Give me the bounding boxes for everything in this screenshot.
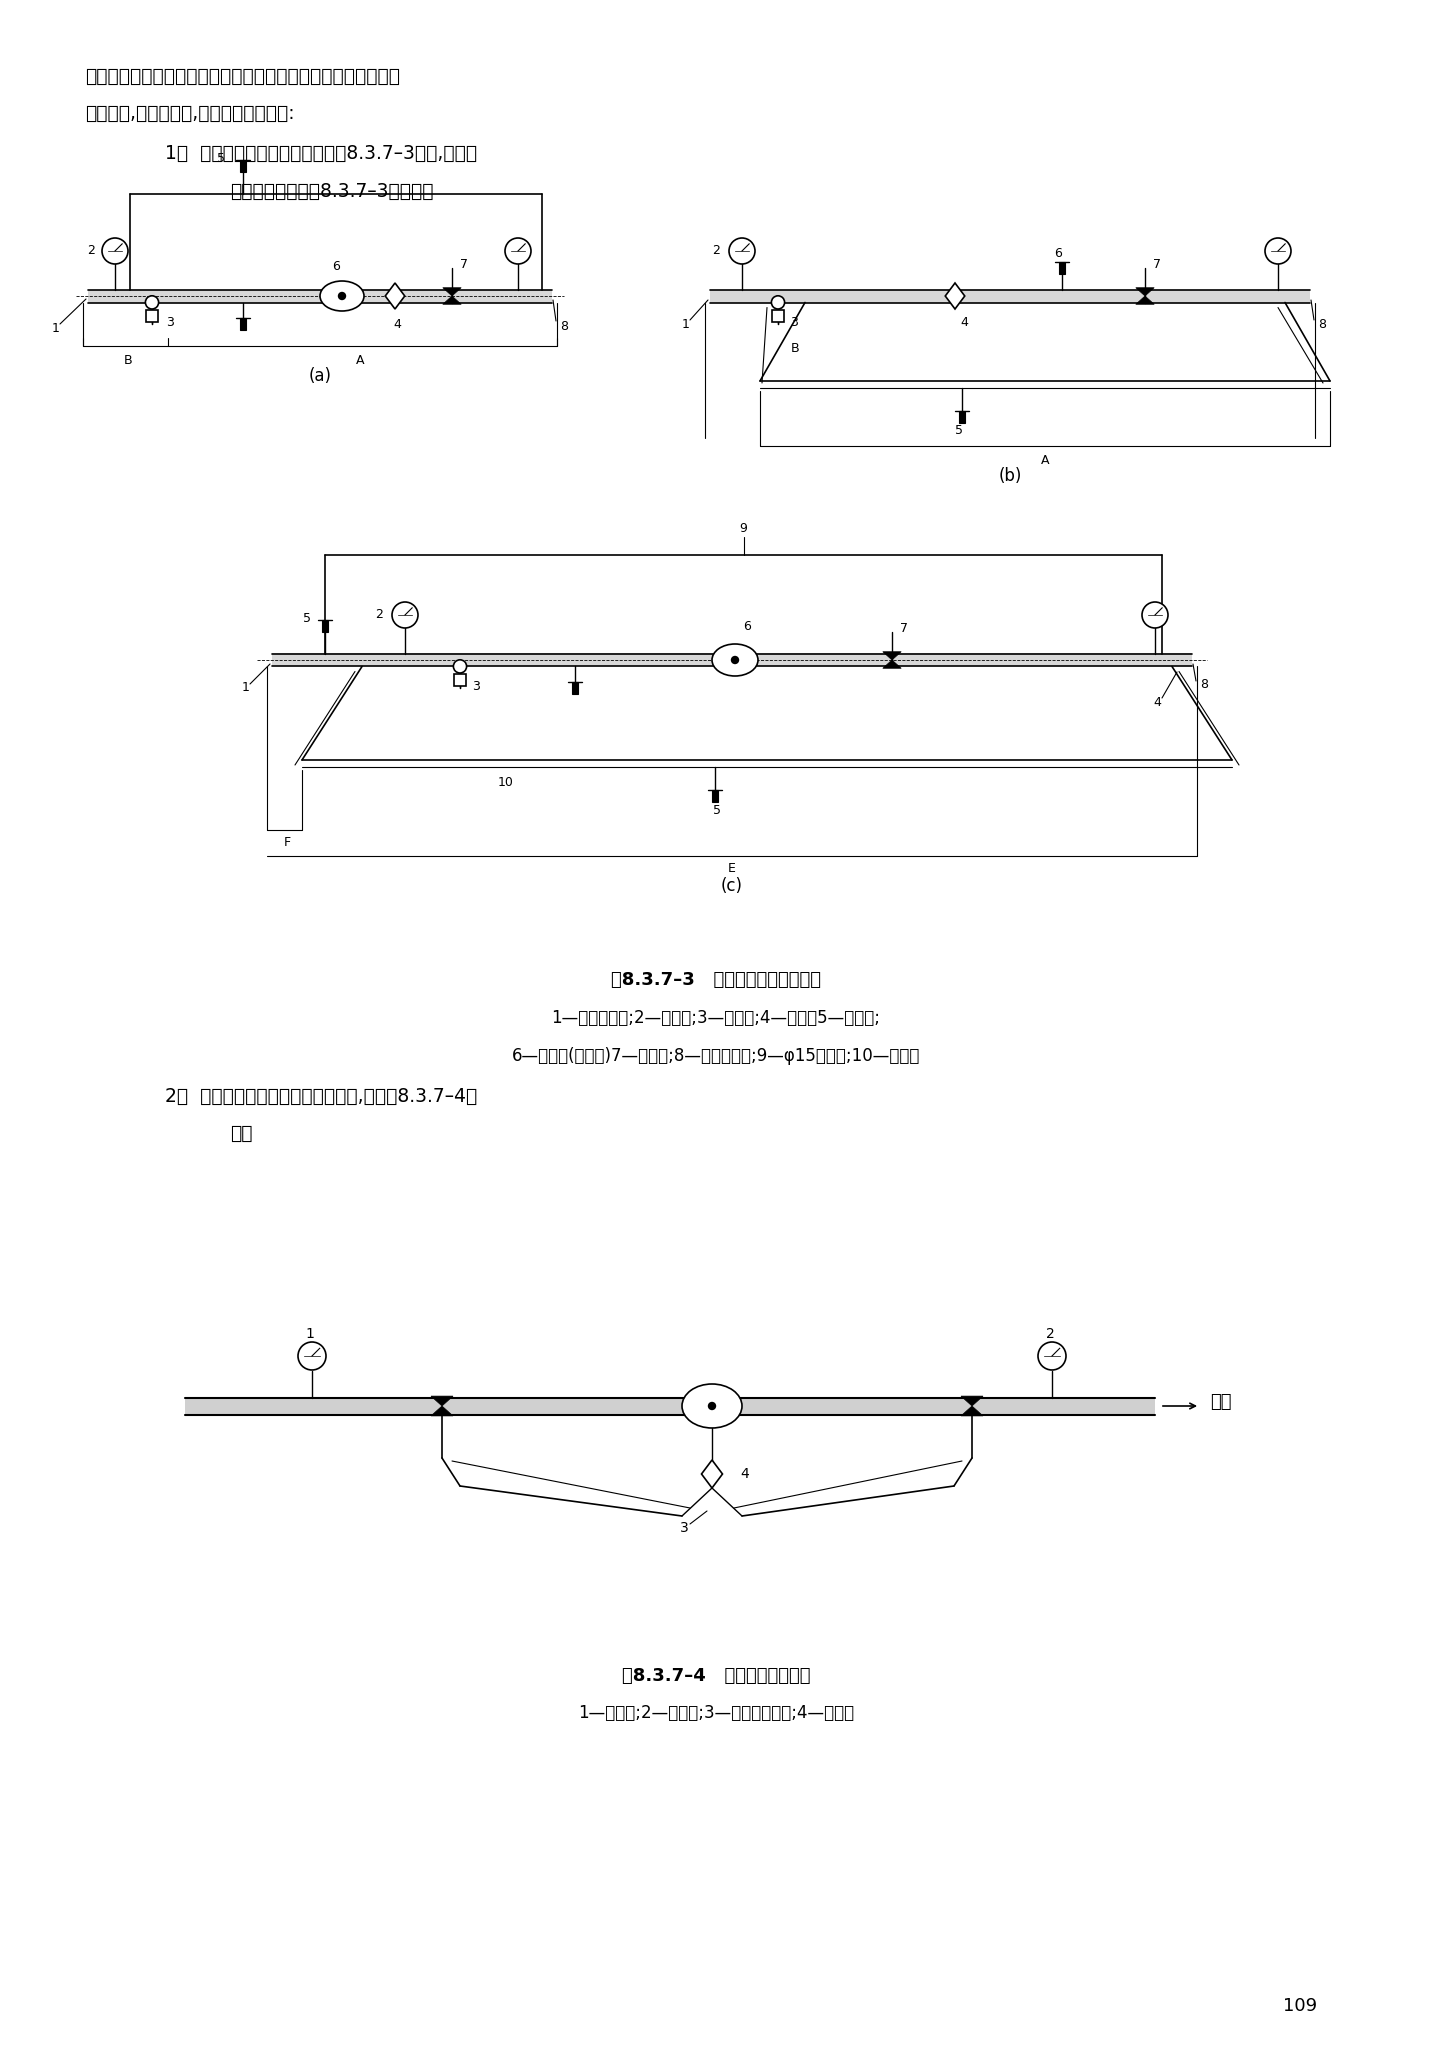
Circle shape xyxy=(505,238,531,264)
Text: 1）  薄膜、波纹减压阀配管可按图8.3.7–3采用,减压阀: 1） 薄膜、波纹减压阀配管可按图8.3.7–3采用,减压阀 xyxy=(165,143,477,162)
Text: 1—压力表;2—截止阀;3—比例式减压阀;4—过滤器: 1—压力表;2—截止阀;3—比例式减压阀;4—过滤器 xyxy=(579,1704,853,1722)
Text: 6: 6 xyxy=(332,260,339,272)
Text: 图8.3.7–3   薄膜、波纹减压阀配管: 图8.3.7–3 薄膜、波纹减压阀配管 xyxy=(611,971,821,989)
Text: 2: 2 xyxy=(375,608,382,621)
Text: 6: 6 xyxy=(743,618,750,633)
Text: 4: 4 xyxy=(959,315,968,328)
Text: B: B xyxy=(123,354,132,367)
Circle shape xyxy=(1264,238,1292,264)
Bar xyxy=(322,621,328,633)
Text: 6—减压阀(薄膜式)7—截止阀;8—高压蒸汽管;9—φ15均压管;10—旁通管: 6—减压阀(薄膜式)7—截止阀;8—高压蒸汽管;9—φ15均压管;10—旁通管 xyxy=(511,1047,921,1065)
Text: 5: 5 xyxy=(218,152,225,166)
Text: 1: 1 xyxy=(305,1327,315,1341)
Bar xyxy=(146,309,158,322)
Text: 2）  比例式减压阀应有过滤器等配件,可按图8.3.7–4采: 2） 比例式减压阀应有过滤器等配件,可按图8.3.7–4采 xyxy=(165,1087,477,1106)
Polygon shape xyxy=(431,1397,453,1407)
Ellipse shape xyxy=(682,1384,742,1427)
Text: 1: 1 xyxy=(682,317,690,330)
Text: 5: 5 xyxy=(304,612,311,625)
Polygon shape xyxy=(431,1407,453,1415)
Text: (a): (a) xyxy=(308,367,331,385)
Polygon shape xyxy=(1136,297,1154,305)
Text: 7: 7 xyxy=(1153,258,1161,270)
Text: 4: 4 xyxy=(740,1466,749,1481)
Text: 8: 8 xyxy=(1317,317,1326,330)
Text: 力及安装位置应符合设计要求。安装完毕后应根据系统工作压力: 力及安装位置应符合设计要求。安装完毕后应根据系统工作压力 xyxy=(84,66,400,86)
Text: 2: 2 xyxy=(87,244,95,258)
Polygon shape xyxy=(442,297,461,305)
Text: 1: 1 xyxy=(52,322,60,334)
Circle shape xyxy=(146,295,159,309)
Bar xyxy=(241,160,246,172)
Text: F: F xyxy=(284,836,291,848)
Text: 3: 3 xyxy=(473,680,480,692)
Bar xyxy=(454,674,465,686)
Text: E: E xyxy=(727,862,736,874)
Ellipse shape xyxy=(712,643,758,676)
Bar xyxy=(1060,262,1065,274)
Circle shape xyxy=(338,293,345,299)
Circle shape xyxy=(1141,602,1169,629)
Text: 热水: 热水 xyxy=(1210,1393,1232,1411)
Circle shape xyxy=(732,657,739,664)
Polygon shape xyxy=(702,1460,723,1489)
Circle shape xyxy=(298,1341,326,1370)
Text: 5: 5 xyxy=(955,424,962,438)
Text: 8: 8 xyxy=(1200,678,1209,692)
Text: 8: 8 xyxy=(560,319,569,332)
Circle shape xyxy=(772,295,785,309)
Polygon shape xyxy=(1136,287,1154,297)
Bar xyxy=(959,412,965,424)
Text: 安装尺寸应符合表8.3.7–3的规定。: 安装尺寸应符合表8.3.7–3的规定。 xyxy=(231,182,434,201)
Circle shape xyxy=(729,238,755,264)
Polygon shape xyxy=(945,283,965,309)
Circle shape xyxy=(454,659,467,674)
Circle shape xyxy=(102,238,127,264)
Text: 7: 7 xyxy=(460,258,468,270)
Text: 4: 4 xyxy=(392,317,401,330)
Polygon shape xyxy=(882,651,901,659)
Text: 109: 109 xyxy=(1283,1997,1317,2015)
Text: 进行调试,并做出标志,并应符合下列要求:: 进行调试,并做出标志,并应符合下列要求: xyxy=(84,104,295,123)
Ellipse shape xyxy=(319,281,364,311)
Circle shape xyxy=(709,1403,716,1409)
Text: 3: 3 xyxy=(790,315,798,328)
Text: 5: 5 xyxy=(713,803,720,817)
Text: 2: 2 xyxy=(712,244,720,258)
Polygon shape xyxy=(882,659,901,668)
Bar xyxy=(712,791,717,803)
Polygon shape xyxy=(442,287,461,297)
Bar xyxy=(87,289,551,303)
Text: 2: 2 xyxy=(1045,1327,1054,1341)
Polygon shape xyxy=(961,1397,982,1407)
Text: 3: 3 xyxy=(680,1522,689,1536)
Text: 4: 4 xyxy=(1153,696,1161,709)
Bar xyxy=(185,1397,1156,1415)
Text: A: A xyxy=(355,354,364,367)
Text: A: A xyxy=(1041,453,1050,467)
Bar xyxy=(241,317,246,330)
Text: 6: 6 xyxy=(1054,248,1063,260)
Text: 3: 3 xyxy=(166,315,173,328)
Text: (b): (b) xyxy=(998,467,1021,485)
Bar xyxy=(710,289,1310,303)
Text: 7: 7 xyxy=(899,621,908,635)
Text: (c): (c) xyxy=(720,877,743,895)
Text: 图8.3.7–4   比例式减压阀配管: 图8.3.7–4 比例式减压阀配管 xyxy=(621,1667,811,1686)
Text: B: B xyxy=(790,342,799,354)
Text: 9: 9 xyxy=(739,522,748,535)
Bar xyxy=(272,653,1191,666)
Polygon shape xyxy=(961,1407,982,1415)
Text: 用。: 用。 xyxy=(231,1124,252,1143)
Text: 10: 10 xyxy=(498,776,514,788)
Circle shape xyxy=(1038,1341,1065,1370)
Bar xyxy=(772,309,783,322)
Circle shape xyxy=(392,602,418,629)
Text: 1—低压蒸汽管;2—压力表;3—安全阀;4—过滤器5—截止阀;: 1—低压蒸汽管;2—压力表;3—安全阀;4—过滤器5—截止阀; xyxy=(551,1010,881,1026)
Bar xyxy=(571,682,579,694)
Text: 1: 1 xyxy=(242,682,249,694)
Polygon shape xyxy=(385,283,405,309)
